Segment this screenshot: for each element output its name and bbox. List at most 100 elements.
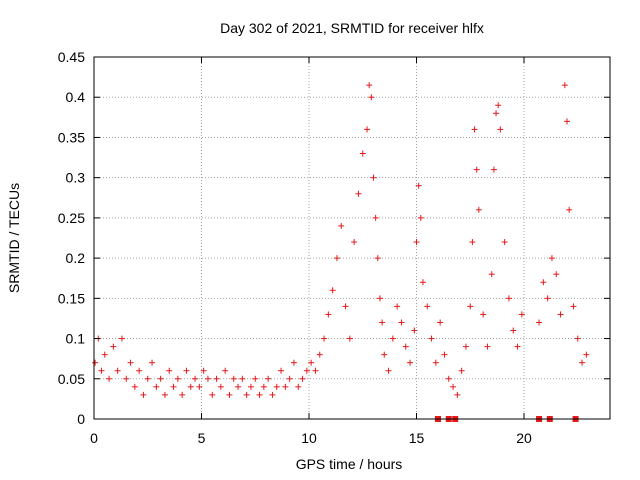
y-axis-label: SRMTID / TECUs <box>6 183 22 293</box>
data-point <box>157 375 164 382</box>
x-tick-label: 10 <box>301 430 317 446</box>
plot-frame <box>93 56 611 420</box>
data-point <box>579 359 586 366</box>
data-point <box>501 239 508 246</box>
x-tick-label: 20 <box>516 430 532 446</box>
data-point <box>230 375 237 382</box>
data-point <box>149 359 156 366</box>
data-point <box>355 190 362 197</box>
data-point <box>346 335 353 342</box>
data-point <box>536 319 543 326</box>
data-point <box>166 367 173 374</box>
data-point <box>179 391 186 398</box>
data-point <box>209 391 216 398</box>
data-point <box>329 287 336 294</box>
data-point <box>389 335 396 342</box>
data-point <box>415 182 422 189</box>
data-point <box>510 327 517 334</box>
data-point <box>192 375 199 382</box>
data-point <box>428 335 435 342</box>
data-point <box>368 94 375 101</box>
data-point <box>196 383 203 390</box>
data-point <box>441 351 448 358</box>
data-point <box>325 311 332 318</box>
data-point <box>140 391 147 398</box>
data-point <box>583 351 590 358</box>
data-point <box>252 375 259 382</box>
y-tick-label: 0 <box>77 411 85 427</box>
data-point <box>118 335 125 342</box>
data-point <box>376 295 383 302</box>
data-point <box>342 303 349 310</box>
data-point <box>398 319 405 326</box>
chart-title: Day 302 of 2021, SRMTID for receiver hlf… <box>220 20 484 36</box>
x-tick-labels: 0 5 10 15 20 <box>90 430 532 446</box>
data-point <box>312 367 319 374</box>
data-point <box>432 359 439 366</box>
x-tick-label: 15 <box>409 430 425 446</box>
data-point <box>518 311 525 318</box>
data-point <box>553 271 560 278</box>
data-point <box>308 359 315 366</box>
data-point <box>273 383 280 390</box>
y-tick-label: 0.3 <box>66 170 86 186</box>
data-point <box>247 383 254 390</box>
y-tick-label: 0.25 <box>58 210 85 226</box>
data-point <box>144 375 151 382</box>
y-tick-label: 0.4 <box>66 89 86 105</box>
y-tick-label: 0.15 <box>58 290 85 306</box>
data-point <box>269 391 276 398</box>
data-point <box>239 375 246 382</box>
data-point <box>303 367 310 374</box>
data-point <box>394 303 401 310</box>
data-point <box>321 335 328 342</box>
data-point <box>370 174 377 181</box>
data-point <box>295 383 302 390</box>
data-point <box>561 82 568 89</box>
data-point <box>106 375 113 382</box>
x-axis-label: GPS time / hours <box>296 456 403 472</box>
data-point <box>454 391 461 398</box>
data-point <box>407 359 414 366</box>
data-point <box>544 295 551 302</box>
data-point <box>471 126 478 133</box>
data-point <box>495 102 502 109</box>
x-tick-label: 5 <box>198 430 206 446</box>
data-point <box>213 375 220 382</box>
data-point <box>359 150 366 157</box>
y-tick-label: 0.2 <box>66 250 86 266</box>
data-point <box>402 343 409 350</box>
data-point <box>316 351 323 358</box>
data-point <box>475 206 482 213</box>
data-point <box>548 255 555 262</box>
data-point <box>381 351 388 358</box>
data-point <box>290 359 297 366</box>
data-point <box>299 375 306 382</box>
data-point <box>437 319 444 326</box>
data-point <box>480 311 487 318</box>
data-point <box>260 383 267 390</box>
data-point <box>497 126 504 133</box>
y-tick-label: 0.1 <box>66 331 86 347</box>
data-point <box>243 391 250 398</box>
data-point <box>351 239 358 246</box>
data-point <box>364 126 371 133</box>
data-point <box>374 255 381 262</box>
y-tick-labels: 0 0.05 0.1 0.15 0.2 0.25 0.3 0.35 0.4 0.45 <box>58 49 85 427</box>
data-point <box>566 206 573 213</box>
data-point <box>110 343 117 350</box>
data-point <box>161 391 168 398</box>
data-point <box>98 367 105 374</box>
grid-lines <box>94 57 610 419</box>
data-point <box>505 295 512 302</box>
data-point <box>493 110 500 117</box>
axis-ticks <box>93 56 610 420</box>
data-point <box>372 214 379 221</box>
data-point <box>200 367 207 374</box>
data-point <box>462 343 469 350</box>
data-point <box>114 367 121 374</box>
data-point <box>136 367 143 374</box>
data-point <box>153 383 160 390</box>
